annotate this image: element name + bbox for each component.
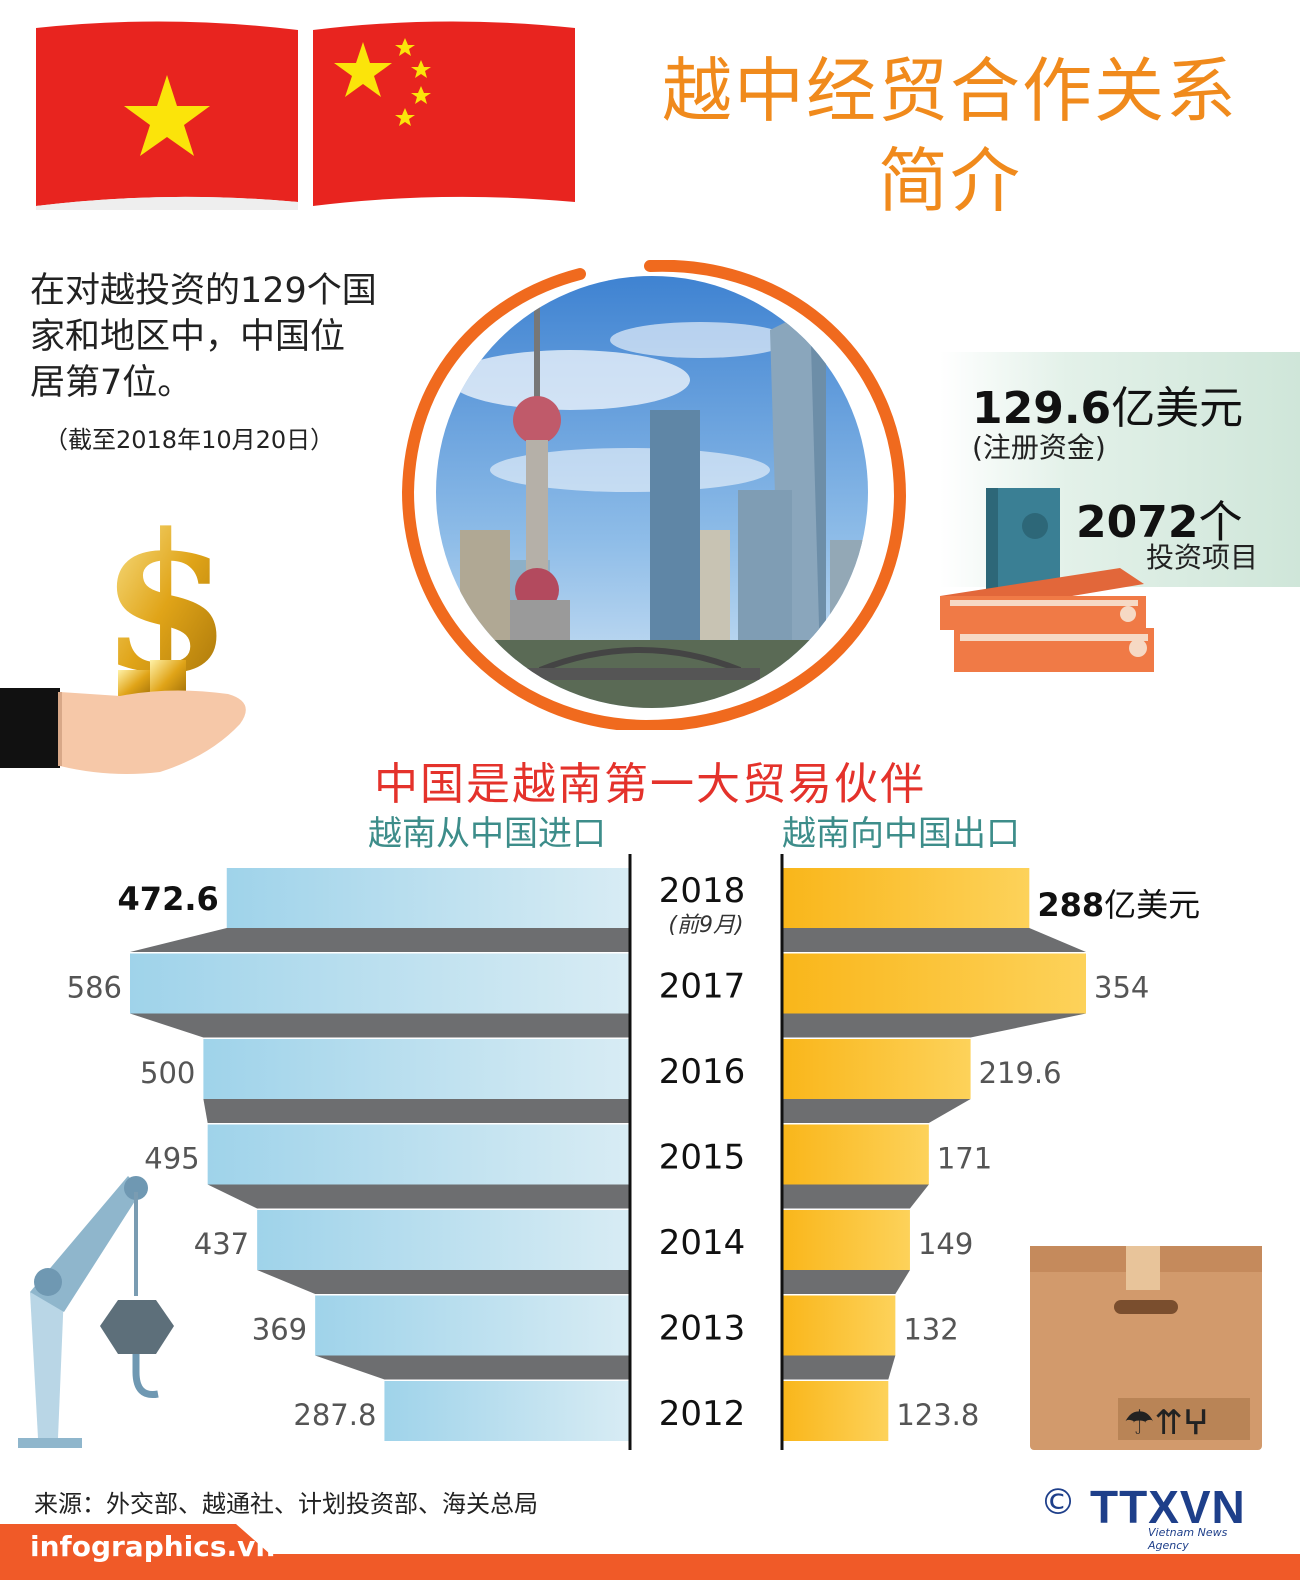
import-value-label: 369: [252, 1313, 307, 1347]
footer-bar: [0, 1524, 1300, 1580]
china-flag-icon: [313, 21, 575, 206]
logo-sub: Vietnam News Agency: [1148, 1526, 1228, 1552]
export-value-label: 149: [918, 1227, 973, 1261]
import-bar: [315, 1295, 630, 1356]
capital-value: 129.6: [972, 383, 1112, 434]
section-title: 中国是越南第一大贸易伙伴: [374, 759, 926, 810]
crane-icon: [18, 1176, 174, 1448]
site-link[interactable]: infographics.vn: [30, 1530, 276, 1563]
capital-unit: 亿美元: [1111, 383, 1244, 434]
year-label: 2014: [659, 1223, 746, 1263]
import-connector: [257, 1270, 630, 1294]
svg-text:☂⇈ⵖ: ☂⇈ⵖ: [1124, 1403, 1209, 1443]
page-title: 越中经贸合作关系: [662, 50, 1238, 132]
export-title: 越南向中国出口: [782, 814, 1020, 854]
import-value-label: 495: [144, 1142, 199, 1176]
import-title: 越南从中国进口: [368, 814, 606, 854]
projects-label: 投资项目: [1146, 541, 1259, 574]
copyright-icon: ©: [1040, 1482, 1076, 1523]
export-bar: [782, 953, 1086, 1014]
export-bar: [782, 868, 1030, 928]
trade-chart: 472.6 288亿美元 2018(前9月) 586 354 2017 500 219.6 20…: [67, 854, 1200, 1450]
box-icon: ☂⇈ⵖ: [1030, 1246, 1262, 1450]
export-connector: [782, 1270, 910, 1294]
year-label: 2016: [659, 1052, 746, 1092]
import-bar: [130, 953, 630, 1014]
export-bar: [782, 1210, 910, 1270]
export-value-label: 288亿美元: [1037, 886, 1200, 924]
import-bar: [203, 1039, 630, 1099]
import-connector: [130, 928, 630, 952]
import-bar: [384, 1381, 630, 1441]
year-note-label: (前9月): [668, 913, 743, 938]
projects-figure: 2072个: [1076, 486, 1242, 550]
year-label: 2015: [659, 1138, 746, 1178]
import-bar: [207, 1124, 630, 1185]
export-connector: [782, 928, 1086, 952]
import-bar: [257, 1210, 630, 1270]
export-bar: [782, 1039, 971, 1099]
intro-line: 居第7位。: [30, 363, 193, 403]
export-connector: [782, 1013, 1086, 1038]
page-title-line2: 简介: [878, 140, 1022, 222]
export-value-label: 132: [903, 1313, 958, 1347]
capital-figure: 129.6亿美元: [972, 372, 1243, 436]
export-value-label: 354: [1094, 971, 1149, 1005]
logo-text: TTXVN: [1090, 1481, 1246, 1533]
export-bar: [782, 1124, 929, 1185]
export-value-label: 123.8: [896, 1398, 979, 1432]
projects-value: 2072: [1076, 497, 1199, 548]
export-value-label: 171: [937, 1142, 992, 1176]
export-connector: [782, 1355, 896, 1380]
import-connector: [203, 1099, 630, 1123]
import-value-label: 287.8: [293, 1398, 376, 1432]
intro-date: （截至2018年10月20日）: [44, 426, 335, 454]
city-photo: [401, 260, 907, 730]
import-connector: [130, 1013, 630, 1038]
export-bar: [782, 1295, 896, 1356]
import-value-label: 437: [194, 1227, 249, 1261]
vietnam-flag-icon: [36, 21, 298, 210]
import-value-label: 586: [67, 971, 122, 1005]
intro-line: 家和地区中，中国位: [30, 317, 346, 357]
import-connector: [315, 1355, 630, 1380]
year-label: 2013: [659, 1309, 746, 1349]
intro-line: 在对越投资的129个国: [30, 271, 377, 311]
intro-text: 在对越投资的129个国 家和地区中，中国位 居第7位。: [30, 268, 430, 406]
import-connector: [207, 1184, 630, 1209]
ttxvn-logo: © TTXVN Vietnam News Agency: [1040, 1480, 1270, 1552]
import-bar: [226, 868, 630, 928]
export-connector: [782, 1099, 971, 1123]
binders-icon: [940, 488, 1154, 672]
capital-label: (注册资金): [972, 431, 1106, 464]
export-bar: [782, 1381, 889, 1441]
year-label: 2018: [659, 871, 746, 911]
source-text: 来源：外交部、越通社、计划投资部、海关总局: [34, 1490, 538, 1518]
export-connector: [782, 1184, 929, 1209]
import-value-label: 472.6: [118, 880, 219, 918]
export-unit-label: 亿美元: [1104, 886, 1200, 924]
projects-unit: 个: [1198, 497, 1243, 548]
dollar-hand-icon: $: [0, 510, 246, 774]
year-label: 2012: [659, 1394, 746, 1434]
import-value-label: 500: [140, 1056, 195, 1090]
export-value-label: 219.6: [979, 1056, 1062, 1090]
year-label: 2017: [659, 967, 746, 1007]
